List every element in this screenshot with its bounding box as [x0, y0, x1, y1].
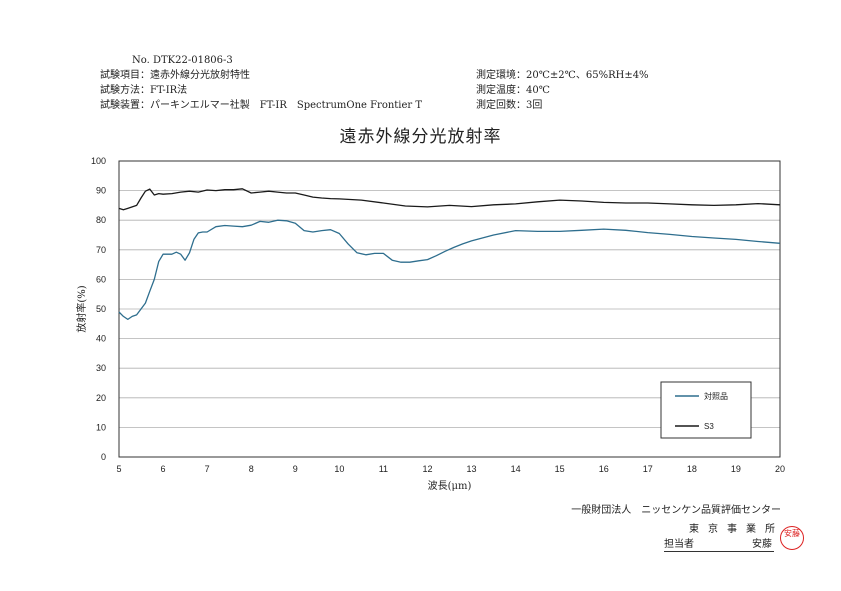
y-tick-label: 80 [96, 215, 106, 225]
x-tick-label: 12 [422, 464, 432, 474]
x-tick-label: 13 [467, 464, 477, 474]
y-tick-label: 10 [96, 422, 106, 432]
measurement-count: 測定回数：3回 [476, 100, 543, 111]
measurement-environment: 測定環境：20℃±2℃、65%RH±4% [476, 70, 649, 81]
y-tick-label: 40 [96, 334, 106, 344]
x-tick-label: 14 [511, 464, 521, 474]
x-tick-label: 10 [334, 464, 344, 474]
header-left: No. DTK22-01806-3 試験項目：遠赤外線分光放射特性 試験方法：F… [100, 53, 422, 113]
header-right: 測定環境：20℃±2℃、65%RH±4% 測定温度：40℃ 測定回数：3回 [476, 68, 649, 113]
series-line-sample [118, 219, 781, 321]
y-tick-label: 70 [96, 245, 106, 255]
x-tick-label: 7 [205, 464, 210, 474]
signature-line: 担当者 安藤 [664, 535, 774, 552]
test-device: 試験装置：パーキンエルマー社製 FT-IR SpectrumOne Fronti… [100, 100, 423, 111]
y-tick-label: 90 [96, 186, 106, 196]
office-name: 東京事業所 [689, 524, 784, 535]
legend-label: S3 [704, 422, 714, 431]
y-axis-label: 放射率(%) [75, 285, 88, 332]
x-tick-label: 11 [379, 464, 388, 474]
legend-box [660, 381, 752, 439]
x-axis-label: 波長(μm) [428, 479, 472, 492]
legend-label: 対照品 [704, 391, 728, 401]
organization-name: 一般財団法人 ニッセンケン品質評価センター [571, 505, 781, 516]
x-tick-label: 19 [731, 464, 741, 474]
x-tick-label: 15 [555, 464, 565, 474]
x-tick-label: 16 [599, 464, 609, 474]
x-tick-label: 5 [116, 464, 121, 474]
x-tick-label: 18 [687, 464, 697, 474]
personal-seal-stamp: 安藤 [780, 526, 804, 550]
test-item: 試験項目：遠赤外線分光放射特性 [100, 70, 250, 81]
y-tick-label: 30 [96, 363, 106, 373]
measurement-temperature: 測定温度：40℃ [476, 85, 550, 96]
x-tick-label: 20 [775, 464, 785, 474]
series-line-s3 [118, 188, 781, 211]
x-tick-label: 6 [161, 464, 166, 474]
x-tick-label: 9 [293, 464, 298, 474]
person-label: 担当者 [664, 539, 694, 550]
y-tick-label: 100 [91, 156, 106, 166]
y-tick-label: 60 [96, 274, 106, 284]
y-tick-label: 20 [96, 393, 106, 403]
test-method: 試験方法：FT-IR法 [100, 85, 188, 96]
y-tick-label: 0 [101, 452, 106, 462]
x-tick-label: 8 [249, 464, 254, 474]
chart-title: 遠赤外線分光放射率 [339, 127, 502, 147]
x-tick-label: 17 [643, 464, 653, 474]
doc-number: No. DTK22-01806-3 [132, 55, 233, 66]
y-tick-label: 50 [96, 304, 106, 314]
plot-frame [118, 160, 781, 458]
person-name: 安藤 [752, 539, 772, 550]
